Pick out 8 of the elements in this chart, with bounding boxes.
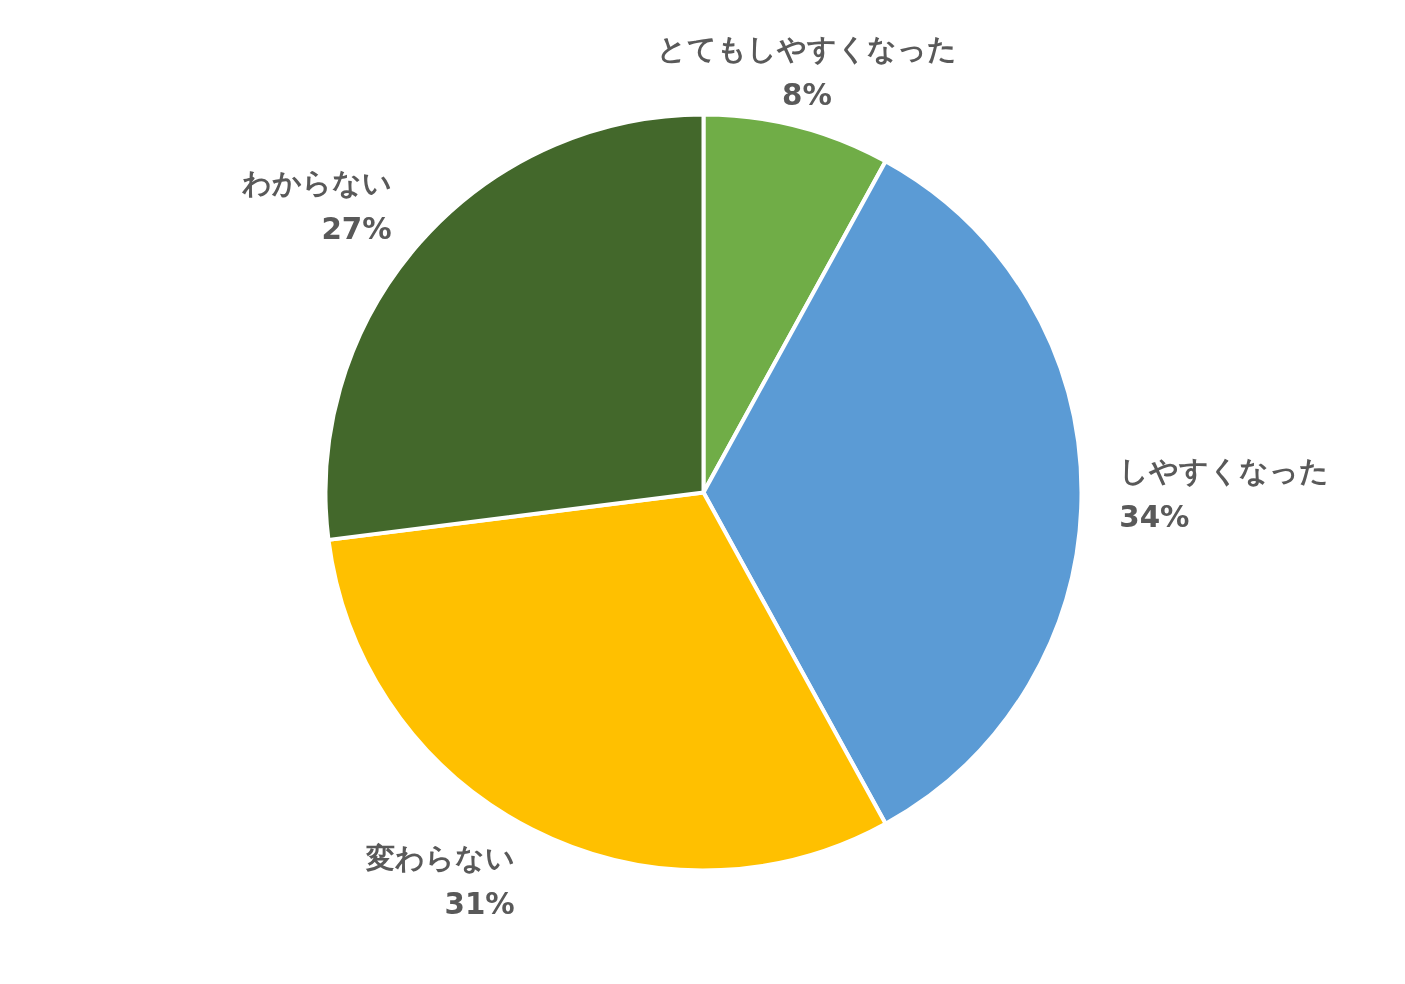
data-label: 8% bbox=[782, 78, 832, 113]
data-label: 34% bbox=[1119, 499, 1190, 534]
slice-label: わからない bbox=[240, 166, 392, 201]
slice-label: 変わらない bbox=[364, 840, 515, 875]
data-label: 31% bbox=[444, 886, 515, 921]
slice-label: しやすくなった bbox=[1119, 453, 1330, 488]
slice-label: とてもしやすくなった bbox=[656, 32, 957, 67]
data-label: 27% bbox=[321, 212, 392, 247]
